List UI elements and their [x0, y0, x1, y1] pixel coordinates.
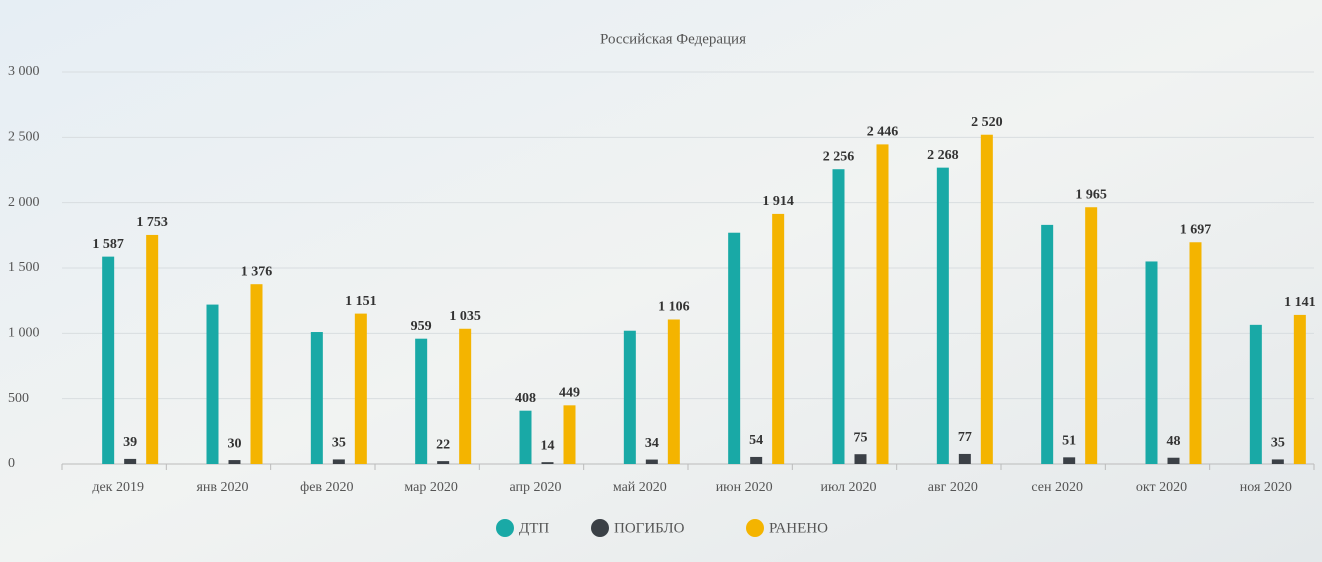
data-label: 1 376	[241, 264, 273, 279]
data-label: 51	[1062, 434, 1076, 449]
data-label: 35	[1271, 436, 1285, 451]
x-tick-label: мар 2020	[404, 480, 457, 495]
data-label: 959	[411, 319, 432, 334]
bar	[1190, 242, 1202, 464]
bar	[207, 305, 219, 464]
x-tick-label: янв 2020	[196, 480, 248, 495]
data-label: 449	[559, 386, 580, 401]
bar	[1272, 459, 1284, 464]
bar	[333, 459, 345, 464]
data-label: 1 141	[1284, 295, 1316, 310]
x-tick-label: фев 2020	[300, 480, 353, 495]
legend-marker	[746, 519, 764, 537]
legend-marker	[496, 519, 514, 537]
data-label: 2 256	[823, 149, 855, 164]
y-tick-label: 2 000	[8, 195, 40, 210]
data-label: 48	[1167, 434, 1181, 449]
data-label: 1 753	[136, 215, 168, 230]
legend-label: ДТП	[519, 520, 549, 536]
bar	[646, 460, 658, 464]
data-label: 2 268	[927, 148, 959, 163]
data-label: 1 697	[1180, 222, 1212, 237]
bar	[668, 319, 680, 464]
x-tick-label: дек 2019	[92, 480, 144, 495]
bar	[624, 331, 636, 464]
data-label: 22	[436, 437, 450, 452]
data-label: 2 446	[867, 125, 899, 140]
y-tick-label: 2 500	[8, 130, 40, 145]
bar	[981, 135, 993, 464]
bar	[564, 405, 576, 464]
bar	[1146, 261, 1158, 464]
bar	[459, 329, 471, 464]
bar	[1168, 458, 1180, 464]
data-label: 1 965	[1075, 187, 1107, 202]
bar	[229, 460, 241, 464]
bar	[833, 169, 845, 464]
bar	[772, 214, 784, 464]
x-tick-label: ноя 2020	[1240, 480, 1292, 495]
data-label: 1 914	[762, 194, 794, 209]
y-tick-label: 1 500	[8, 260, 40, 275]
x-tick-label: сен 2020	[1031, 480, 1083, 495]
x-tick-label: май 2020	[613, 480, 667, 495]
data-label: 75	[854, 430, 868, 445]
bar	[937, 168, 949, 464]
bar	[750, 457, 762, 464]
chart-title: Российская Федерация	[600, 31, 746, 47]
bar	[251, 284, 263, 464]
data-label: 1 151	[345, 294, 377, 309]
bar	[311, 332, 323, 464]
bar	[355, 314, 367, 464]
x-tick-label: апр 2020	[509, 480, 561, 495]
bar	[542, 462, 554, 464]
bar	[102, 257, 114, 464]
x-tick-label: окт 2020	[1136, 480, 1187, 495]
data-label: 35	[332, 436, 346, 451]
data-label: 1 106	[658, 300, 690, 315]
bar	[437, 461, 449, 464]
bar	[877, 144, 889, 464]
data-label: 2 520	[971, 115, 1003, 130]
legend-marker	[591, 519, 609, 537]
x-tick-label: июн 2020	[716, 480, 773, 495]
bar	[1041, 225, 1053, 464]
x-tick-label: июл 2020	[820, 480, 876, 495]
data-label: 77	[958, 430, 972, 445]
bar	[959, 454, 971, 464]
page: Российская Федерация 0 500 1 000 1 500 2 000…	[0, 0, 1322, 562]
bar	[855, 454, 867, 464]
bar	[415, 339, 427, 464]
bar	[1085, 207, 1097, 464]
y-tick-label: 1 000	[8, 326, 40, 341]
bar	[124, 459, 136, 464]
data-label: 1 587	[92, 237, 124, 252]
data-label: 408	[515, 391, 536, 406]
data-label: 34	[645, 436, 659, 451]
bar	[728, 233, 740, 464]
legend-label: ПОГИБЛО	[614, 520, 685, 536]
bar	[1250, 325, 1262, 464]
y-tick-label: 500	[8, 391, 29, 406]
data-label: 1 035	[449, 309, 481, 324]
x-tick-label: авг 2020	[928, 480, 978, 495]
legend-label: РАНЕНО	[769, 520, 828, 536]
data-label: 30	[228, 436, 242, 451]
bar	[520, 411, 532, 464]
background	[0, 0, 1322, 562]
bar	[1294, 315, 1306, 464]
data-label: 14	[541, 438, 555, 453]
chart: Российская Федерация 0 500 1 000 1 500 2 000…	[0, 0, 1322, 562]
data-label: 54	[749, 433, 763, 448]
y-tick-label: 0	[8, 456, 15, 471]
y-tick-label: 3 000	[8, 64, 40, 79]
bar	[1063, 457, 1075, 464]
data-label: 39	[123, 435, 137, 450]
bar	[146, 235, 158, 464]
